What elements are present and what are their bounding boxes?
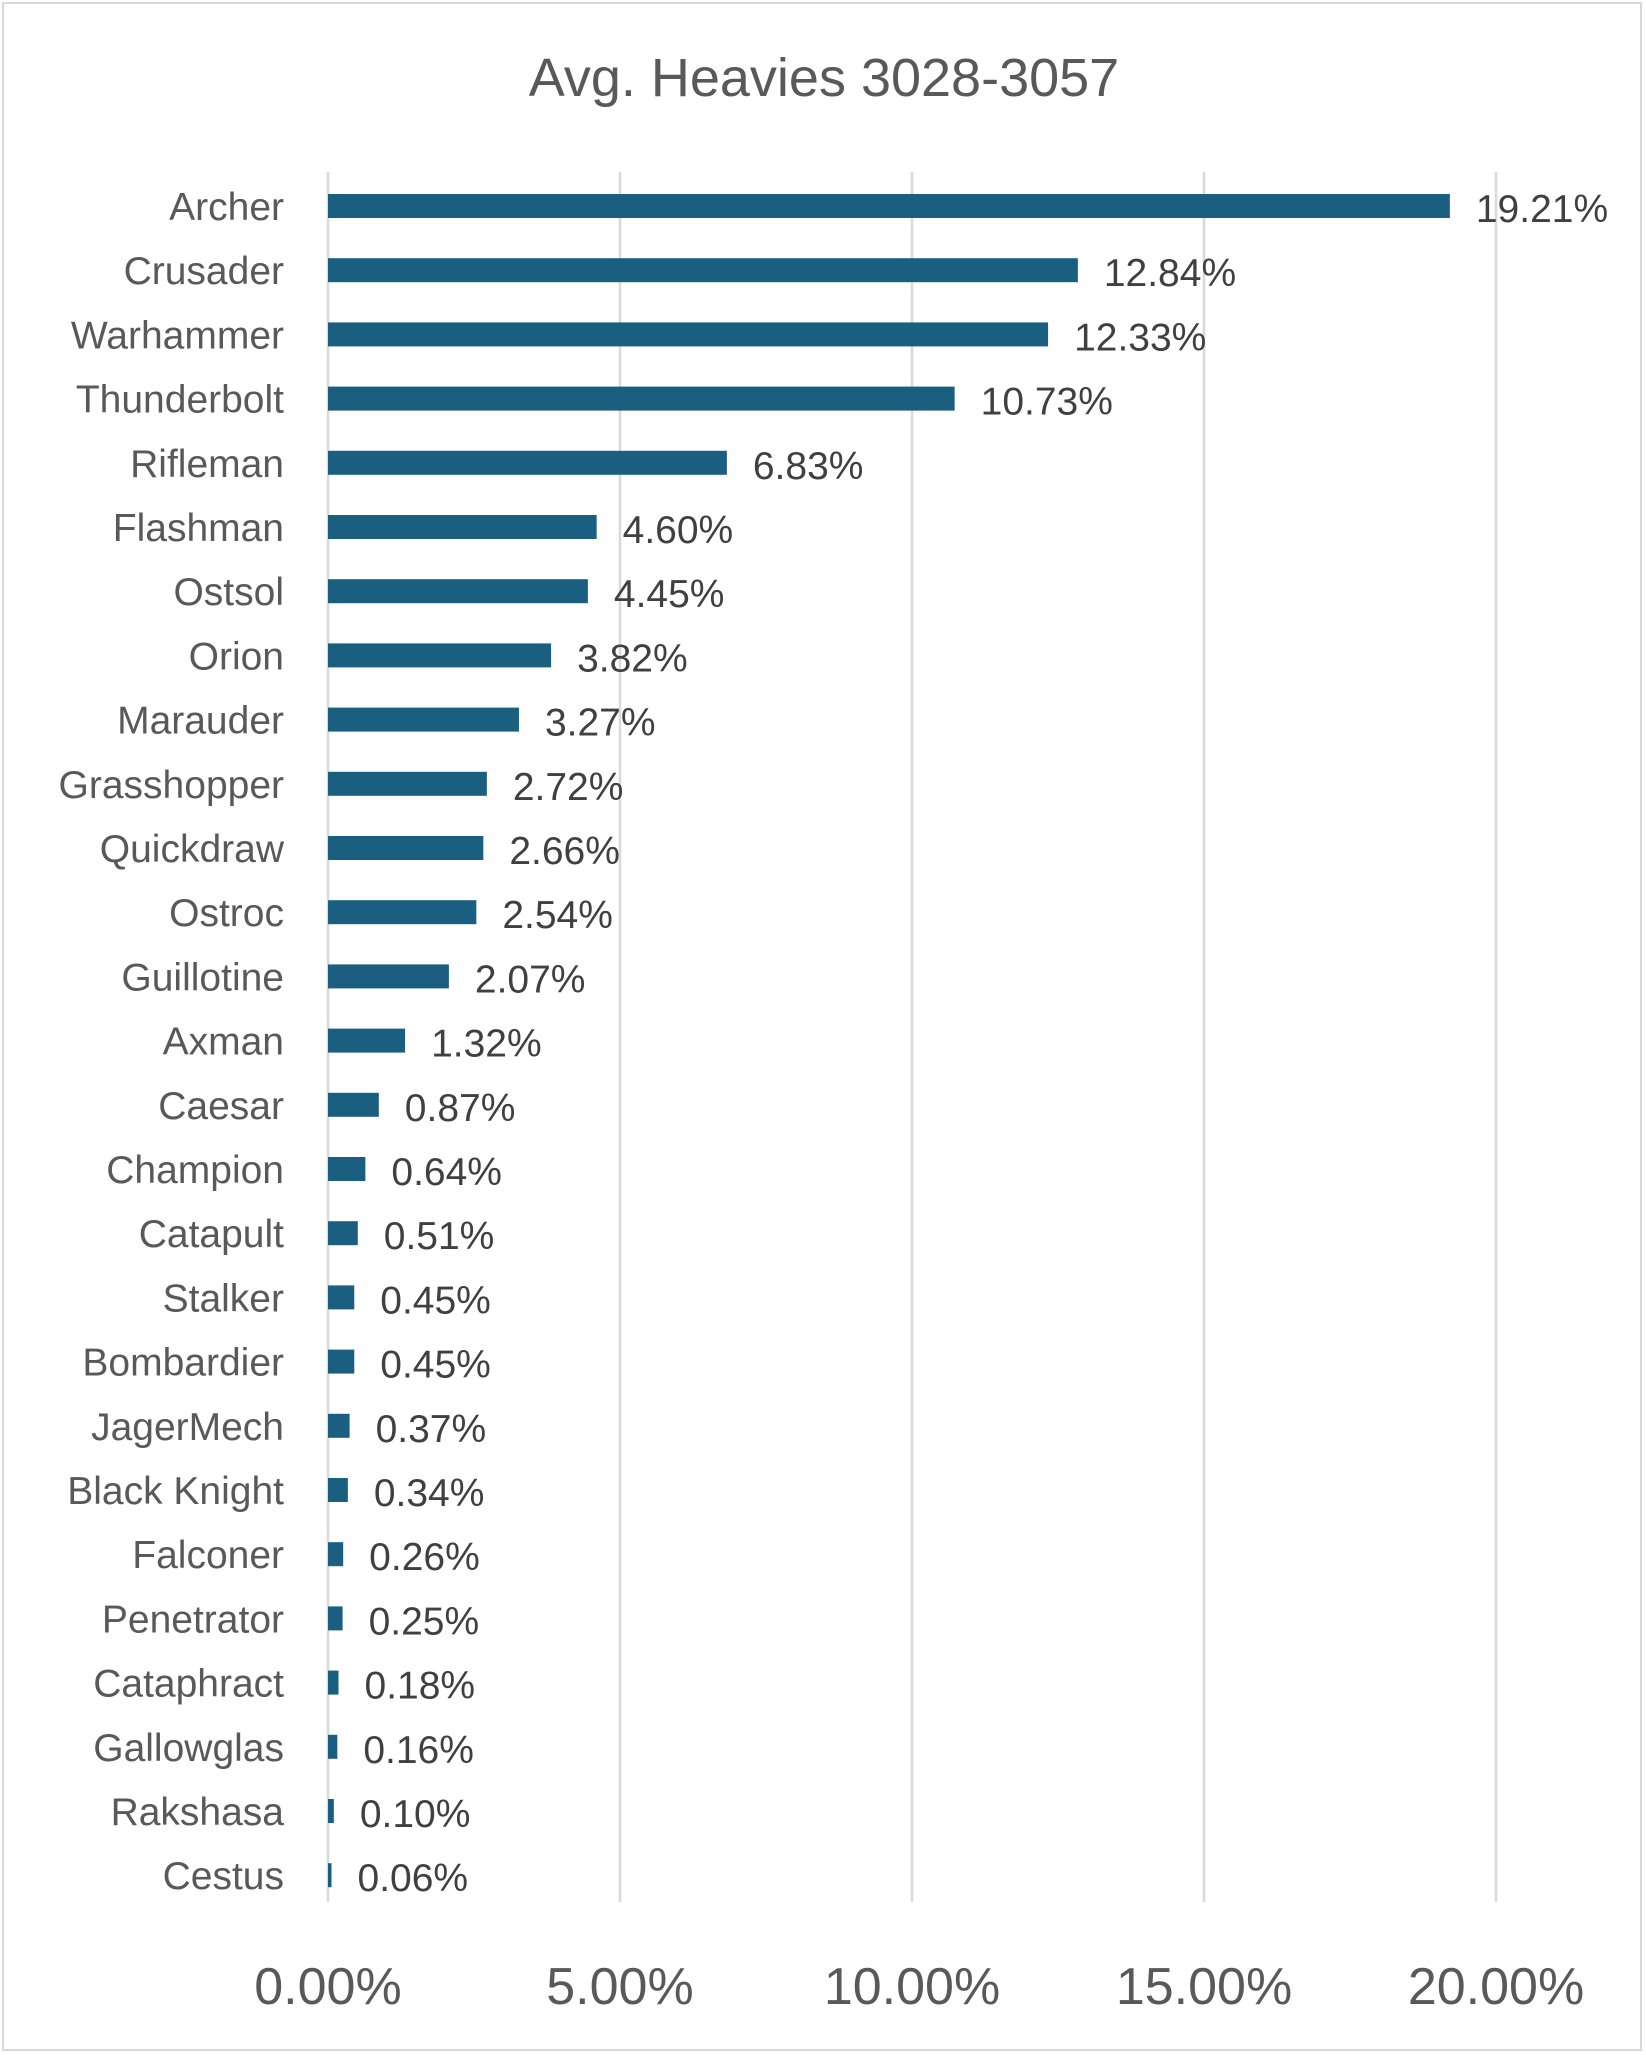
data-label: 12.84% bbox=[1104, 252, 1236, 295]
data-label: 2.07% bbox=[475, 958, 586, 1001]
bar bbox=[328, 900, 477, 925]
category-label: Bombardier bbox=[82, 1342, 284, 1385]
bar bbox=[328, 1285, 355, 1310]
category-label: Archer bbox=[169, 186, 284, 229]
data-label: 0.06% bbox=[358, 1857, 469, 1900]
data-label: 0.26% bbox=[369, 1536, 480, 1579]
data-label: 0.87% bbox=[405, 1087, 516, 1130]
data-label: 0.16% bbox=[363, 1729, 474, 1772]
data-label: 4.60% bbox=[623, 509, 734, 552]
bar bbox=[328, 1606, 343, 1631]
bar bbox=[328, 386, 955, 411]
bar bbox=[328, 771, 487, 796]
category-label: JagerMech bbox=[91, 1406, 284, 1449]
x-tick-label: 0.00% bbox=[254, 1958, 401, 2016]
category-label: Penetrator bbox=[102, 1598, 284, 1641]
bar bbox=[328, 1863, 332, 1888]
bar bbox=[328, 1478, 348, 1502]
bar bbox=[328, 707, 519, 732]
bar bbox=[328, 964, 449, 989]
bar bbox=[328, 579, 588, 604]
category-label: Cestus bbox=[163, 1855, 284, 1898]
bar bbox=[328, 450, 727, 475]
bar bbox=[328, 515, 597, 539]
category-label: Gallowglas bbox=[93, 1727, 284, 1770]
data-label: 10.73% bbox=[981, 381, 1113, 424]
category-label: Flashman bbox=[113, 507, 284, 550]
bar bbox=[328, 643, 552, 668]
data-label: 0.34% bbox=[374, 1472, 485, 1515]
data-label: 0.45% bbox=[380, 1344, 491, 1387]
bar bbox=[328, 1157, 366, 1181]
data-label: 6.83% bbox=[753, 445, 864, 488]
category-label: Black Knight bbox=[67, 1470, 284, 1513]
category-label: Quickdraw bbox=[100, 828, 285, 871]
data-label: 3.82% bbox=[577, 637, 688, 680]
category-label: Crusader bbox=[124, 250, 284, 293]
data-label: 0.64% bbox=[391, 1151, 502, 1194]
bar bbox=[328, 1413, 350, 1438]
x-tick-label: 20.00% bbox=[1408, 1958, 1584, 2016]
category-label: Thunderbolt bbox=[76, 379, 284, 422]
category-label: Cataphract bbox=[93, 1663, 284, 1706]
data-label: 0.10% bbox=[360, 1793, 471, 1836]
data-label: 1.32% bbox=[431, 1023, 542, 1066]
category-label: Stalker bbox=[163, 1277, 284, 1320]
bar bbox=[328, 1221, 358, 1246]
x-tick-label: 10.00% bbox=[824, 1958, 1000, 2016]
data-label: 4.45% bbox=[614, 573, 725, 616]
bar bbox=[328, 1092, 379, 1117]
bar bbox=[328, 1028, 406, 1053]
data-label: 2.54% bbox=[502, 894, 613, 937]
data-label: 3.27% bbox=[545, 702, 656, 745]
bar bbox=[328, 836, 484, 860]
bar bbox=[328, 258, 1078, 283]
category-label: Caesar bbox=[158, 1085, 284, 1128]
data-labels: 19.21% 12.84% 12.33% 10.73% 6.83% 4.60% 4.45% 3… bbox=[358, 188, 1609, 1900]
bar bbox=[328, 1670, 339, 1695]
category-labels: Archer Crusader Warhammer Thunderbolt Riflem… bbox=[59, 186, 285, 1898]
data-label: 0.18% bbox=[365, 1665, 476, 1708]
data-label: 0.25% bbox=[369, 1600, 480, 1643]
category-label: Falconer bbox=[132, 1534, 284, 1577]
bar-chart: Avg. Heavies 3028-3057 Archer Crusader War… bbox=[59, 48, 1609, 2016]
bar bbox=[328, 1349, 355, 1374]
bar bbox=[328, 1799, 334, 1823]
bar bbox=[328, 322, 1049, 347]
category-label: Catapult bbox=[139, 1213, 284, 1256]
data-label: 0.45% bbox=[380, 1279, 491, 1322]
data-label: 12.33% bbox=[1074, 316, 1206, 359]
x-tick-label: 15.00% bbox=[1116, 1958, 1292, 2016]
category-label: Grasshopper bbox=[59, 764, 284, 807]
bar bbox=[328, 1542, 344, 1567]
data-label: 19.21% bbox=[1476, 188, 1608, 231]
bars bbox=[328, 194, 1450, 1888]
category-label: Axman bbox=[163, 1021, 284, 1064]
category-label: Rifleman bbox=[130, 443, 284, 486]
category-label: Marauder bbox=[117, 700, 284, 743]
data-label: 2.72% bbox=[513, 766, 624, 809]
category-label: Orion bbox=[189, 635, 284, 678]
bar bbox=[328, 1734, 338, 1759]
category-label: Rakshasa bbox=[111, 1791, 285, 1834]
x-axis-tick-labels: 0.00% 5.00% 10.00% 15.00% 20.00% bbox=[254, 1958, 1584, 2016]
bar bbox=[328, 194, 1450, 218]
data-label: 0.51% bbox=[384, 1215, 495, 1258]
category-label: Warhammer bbox=[71, 314, 284, 357]
x-tick-label: 5.00% bbox=[546, 1958, 693, 2016]
data-label: 0.37% bbox=[376, 1408, 487, 1451]
chart-title: Avg. Heavies 3028-3057 bbox=[529, 48, 1119, 108]
category-label: Ostroc bbox=[169, 892, 284, 935]
category-label: Ostsol bbox=[173, 571, 284, 614]
category-label: Champion bbox=[106, 1149, 284, 1192]
category-label: Guillotine bbox=[121, 956, 284, 999]
data-label: 2.66% bbox=[509, 830, 620, 873]
